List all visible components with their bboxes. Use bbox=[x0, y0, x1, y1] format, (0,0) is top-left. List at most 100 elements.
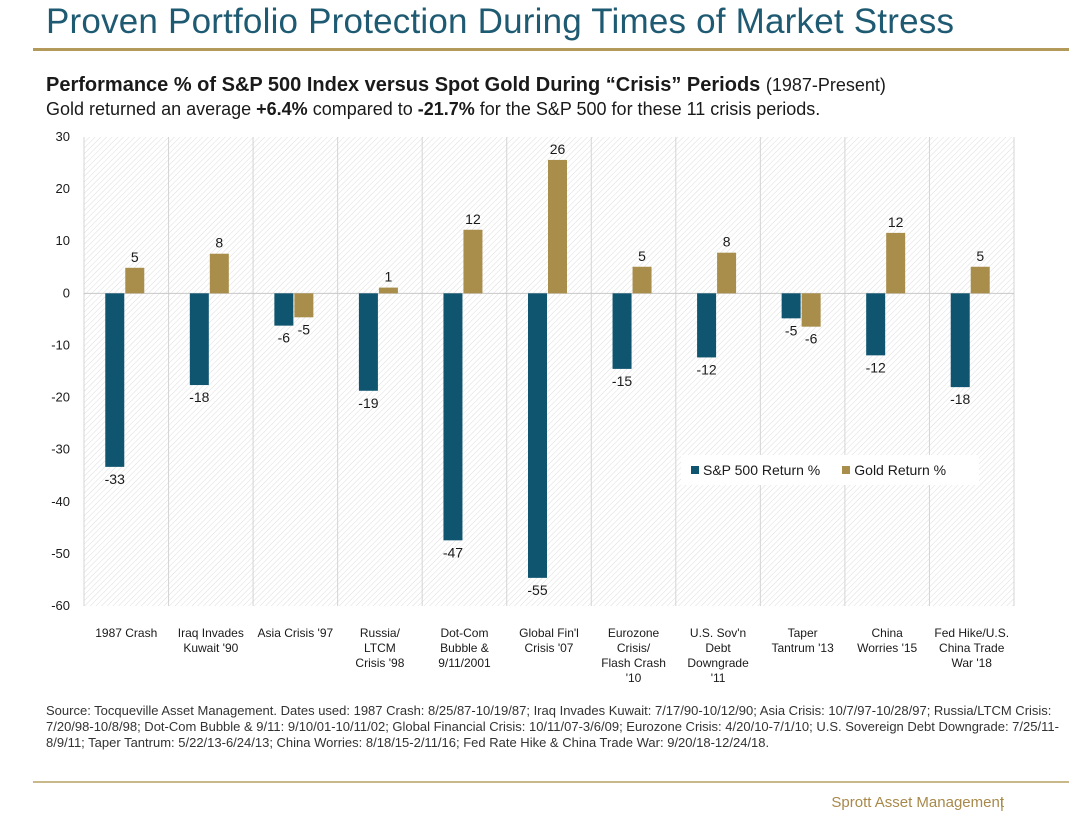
chart-subtitle: Gold returned an average +6.4% compared … bbox=[46, 99, 820, 120]
gridlines bbox=[83, 137, 1015, 606]
x-tick-label-line: U.S. Sov'n bbox=[689, 626, 747, 640]
x-tick-label: Iraq Invades Kuwait '90 bbox=[166, 626, 256, 656]
y-tick-label: -50 bbox=[51, 546, 70, 561]
x-tick-label: Fed Hike/U.S. China Trade War '18 bbox=[927, 626, 1017, 671]
x-tick-label-line: '10 bbox=[625, 671, 642, 685]
title-divider bbox=[33, 48, 1069, 51]
source-note: Source: Tocqueville Asset Management. Da… bbox=[46, 703, 1059, 750]
x-tick-label-line: Flash Crash bbox=[601, 656, 666, 670]
subtitle-post: for the S&P 500 for these 11 crisis peri… bbox=[474, 99, 821, 119]
bar-gold bbox=[886, 232, 906, 294]
x-tick-label-line: LTCM bbox=[364, 641, 396, 655]
x-tick-label: China Worries '15 bbox=[842, 626, 932, 656]
legend-swatch-gold bbox=[842, 466, 851, 474]
y-axis: 30 20 10 0 -10 -20 -30 -40 -50 -60 bbox=[51, 129, 70, 613]
bar-gold bbox=[632, 266, 652, 294]
x-tick-label-line: Debt bbox=[705, 641, 731, 655]
x-tick-label-line: Crisis/ bbox=[616, 641, 651, 655]
bar-sp500 bbox=[274, 293, 294, 326]
bar-sp500 bbox=[866, 293, 886, 356]
bar-gold bbox=[970, 266, 990, 294]
data-label-gold: 5 bbox=[131, 249, 139, 265]
data-label-gold: 12 bbox=[888, 214, 904, 230]
data-label-gold: 8 bbox=[723, 234, 731, 250]
legend-label-sp500: S&P 500 Return % bbox=[703, 462, 821, 478]
data-label-sp500: -55 bbox=[527, 582, 547, 598]
x-tick-label-line: 1987 Crash bbox=[95, 626, 158, 640]
bar-sp500 bbox=[105, 293, 125, 467]
x-tick-label: Taper Tantrum '13 bbox=[758, 626, 848, 656]
bar-gold bbox=[463, 229, 483, 294]
x-tick-label-line: Downgrade bbox=[687, 656, 749, 670]
data-label-gold: 5 bbox=[976, 248, 984, 264]
legend-swatch-sp500 bbox=[691, 466, 699, 474]
bar-gold bbox=[548, 159, 567, 294]
x-tick-label-line: Fed Hike/U.S. bbox=[934, 626, 1010, 640]
x-tick-label-line: Crisis '98 bbox=[355, 656, 405, 670]
x-tick-label: Eurozone Crisis/Flash Crash '10 bbox=[589, 626, 679, 686]
y-tick-label: -30 bbox=[51, 442, 70, 457]
data-label-sp500: -47 bbox=[443, 544, 463, 560]
data-label-gold: 26 bbox=[550, 141, 566, 157]
legend-label-gold: Gold Return % bbox=[854, 462, 947, 478]
bar-sp500 bbox=[612, 293, 632, 369]
data-label-sp500: -6 bbox=[278, 330, 291, 346]
gold-average: +6.4% bbox=[256, 99, 308, 119]
subtitle-pre: Gold returned an average bbox=[46, 99, 257, 119]
x-tick-label-line: Global Fin'l bbox=[519, 626, 579, 640]
x-tick-label-line: Worries '15 bbox=[857, 641, 918, 655]
data-label-sp500: -12 bbox=[696, 361, 716, 377]
bar-sp500 bbox=[358, 293, 378, 391]
x-tick-label-line: Crisis '07 bbox=[524, 641, 574, 655]
bar-sp500 bbox=[950, 293, 970, 388]
x-tick-label-line: Bubble & bbox=[440, 641, 489, 655]
data-label-sp500: -5 bbox=[785, 322, 798, 338]
x-tick-label-line: Tantrum '13 bbox=[771, 641, 834, 655]
y-tick-label: 10 bbox=[56, 233, 70, 248]
data-label-sp500: -15 bbox=[612, 373, 632, 389]
data-label-sp500: -18 bbox=[189, 389, 209, 405]
y-tick-label: -20 bbox=[51, 390, 70, 405]
x-tick-label: U.S. Sov'n Debt Downgrade '11 bbox=[673, 626, 763, 686]
slide-title: Proven Portfolio Protection During Times… bbox=[46, 2, 955, 41]
data-label-gold: 1 bbox=[385, 269, 393, 285]
bar-sp500 bbox=[781, 293, 801, 319]
subtitle-mid: compared to bbox=[307, 99, 418, 119]
x-tick-label-line: Taper bbox=[787, 626, 818, 640]
data-label-gold: -6 bbox=[805, 331, 818, 347]
chart-legend: S&P 500 Return % Gold Return % bbox=[681, 455, 979, 485]
y-tick-label: -40 bbox=[51, 494, 70, 509]
x-tick-label-line: Iraq Invades bbox=[177, 626, 244, 640]
x-tick-label-line: Kuwait '90 bbox=[183, 641, 239, 655]
bar-sp500 bbox=[443, 293, 463, 541]
bar-sp500 bbox=[697, 293, 717, 358]
y-tick-label: 0 bbox=[63, 285, 70, 300]
x-tick-label-line: Russia/ bbox=[359, 626, 400, 640]
x-tick-label: Global Fin'l Crisis '07 bbox=[504, 626, 594, 656]
x-tick-label-line: Eurozone bbox=[607, 626, 660, 640]
bar-series bbox=[105, 159, 990, 578]
x-tick-label-line: '11 bbox=[710, 671, 726, 685]
data-label-sp500: -19 bbox=[358, 395, 378, 411]
x-tick-label-line: China bbox=[871, 626, 903, 640]
bar-sp500 bbox=[189, 293, 209, 386]
x-tick-label-line: 9/11/2001 bbox=[438, 656, 491, 670]
legend-item-gold: Gold Return % bbox=[842, 462, 946, 478]
data-label-gold: 8 bbox=[215, 235, 223, 251]
chart-title-range: (1987-Present) bbox=[765, 75, 886, 95]
footer-brand: Sprott Asset Management bbox=[831, 794, 1004, 811]
data-label-gold: -5 bbox=[298, 321, 311, 337]
footer-divider bbox=[33, 781, 1069, 783]
bar-gold bbox=[378, 287, 398, 294]
x-tick-label-line: Dot-Com bbox=[440, 626, 489, 640]
data-label-sp500: -12 bbox=[866, 359, 886, 375]
x-tick-label: Dot-Com Bubble & 9/11/2001 bbox=[419, 626, 509, 671]
x-tick-label: Asia Crisis '97 bbox=[250, 626, 340, 641]
x-tick-label: Russia/LTCM Crisis '98 bbox=[335, 626, 425, 671]
bar-gold bbox=[125, 267, 145, 294]
x-tick-label: 1987 Crash bbox=[81, 626, 171, 641]
chart-title: Performance % of S&P 500 Index versus Sp… bbox=[46, 74, 761, 96]
chart-heading: Performance % of S&P 500 Index versus Sp… bbox=[46, 74, 886, 97]
bar-gold bbox=[717, 252, 737, 294]
data-labels: -33 -18 -6 -19 -47 -55 -15 -12 -5 -12 -18 5 8 -5 1 12 26… bbox=[105, 141, 985, 598]
